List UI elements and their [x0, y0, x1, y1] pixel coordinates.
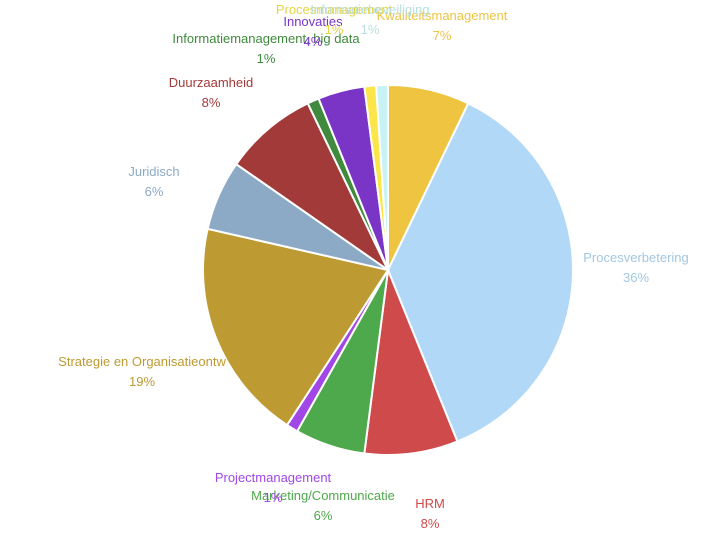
slice-percent-label: 1% [264, 490, 283, 505]
slice-label: HRM [415, 496, 445, 511]
slice-label: Strategie en Organisatieontw [58, 354, 226, 369]
slice-percent-label: 1% [257, 51, 276, 66]
slice-label: Informatiebeveiliging [310, 2, 429, 17]
slice-label: Kwaliteitsmanagement [377, 8, 508, 23]
slice-percent-label: 6% [314, 508, 333, 523]
slice-percent-label: 36% [623, 270, 649, 285]
slice-label: Marketing/Communicatie [251, 488, 395, 503]
slice-label: Innovaties [283, 14, 343, 29]
slice-label: Procesverbetering [583, 250, 689, 265]
pie-slice [375, 83, 389, 271]
slice-label: Projectmanagement [215, 470, 332, 485]
pie-slice [234, 101, 391, 274]
slice-percent-label: 8% [421, 516, 440, 531]
slice-label: Juridisch [128, 164, 179, 179]
slice-percent-label: 6% [145, 184, 164, 199]
pie-slice [202, 227, 390, 427]
slice-percent-label: 7% [433, 28, 452, 43]
pie-slice [363, 266, 459, 456]
slice-percent-label: 4% [304, 34, 323, 49]
pie-slices [202, 83, 574, 456]
slice-label: Informatiemanagement, big data [172, 31, 360, 46]
slice-percent-label: 1% [325, 22, 344, 37]
pie-slice [386, 101, 574, 443]
slice-label: Procesmanagement [276, 2, 393, 17]
slice-percent-label: 8% [202, 95, 221, 110]
slice-percent-label: 1% [361, 22, 380, 37]
slice-label: Duurzaamheid [169, 75, 254, 90]
pie-labels: Kwaliteitsmanagement 7% Procesverbetering 3… [58, 2, 689, 531]
slice-percent-label: 19% [129, 374, 155, 389]
